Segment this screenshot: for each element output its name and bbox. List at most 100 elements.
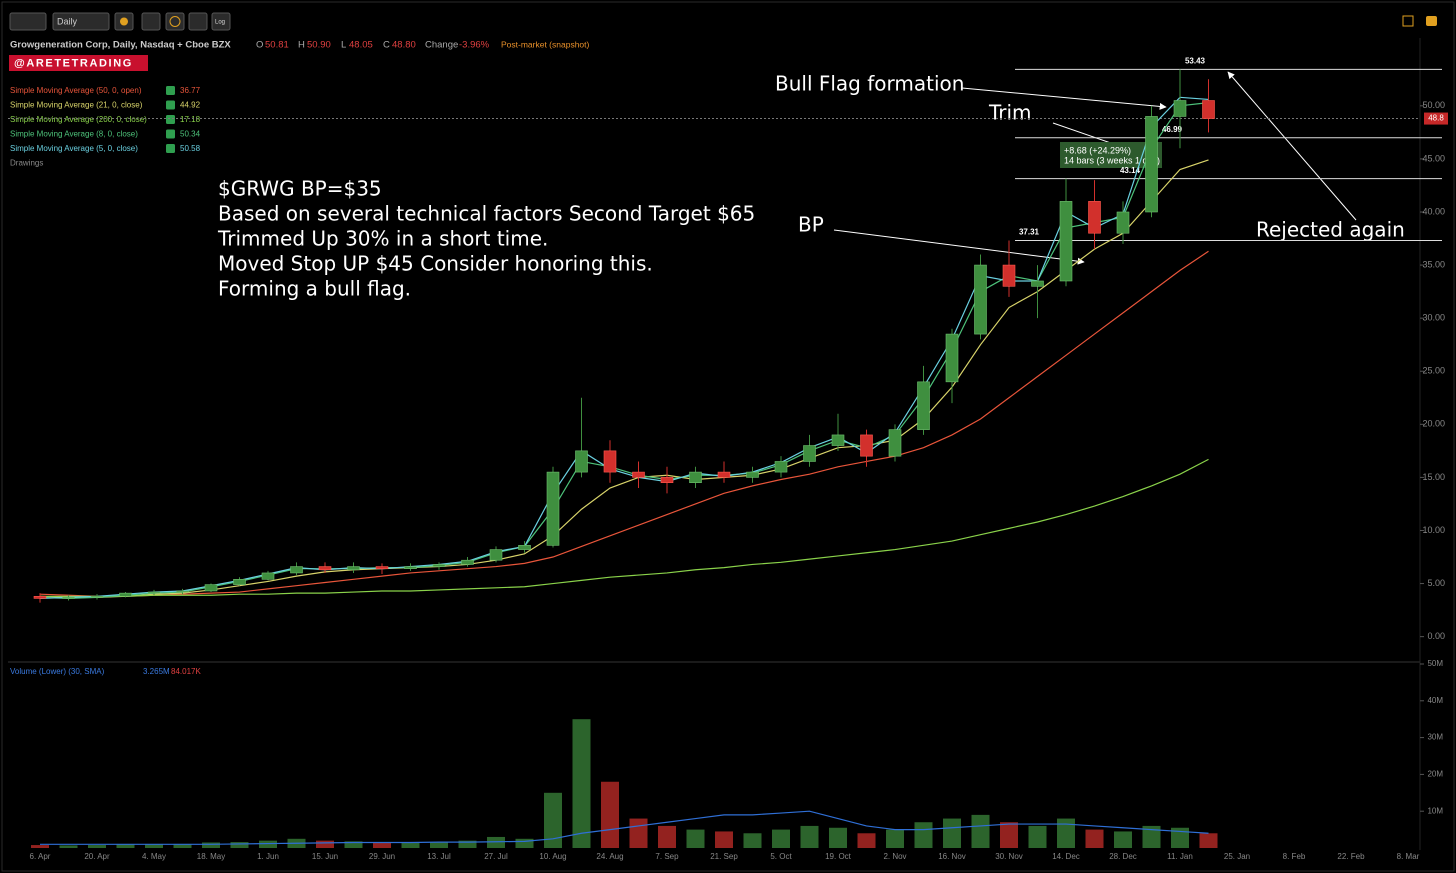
- o-value: 50.81: [265, 40, 289, 51]
- fullscreen-button[interactable]: [1402, 15, 1414, 27]
- candle-body: [917, 381, 930, 430]
- legend-badge: [166, 144, 175, 153]
- volume-bar: [1000, 822, 1018, 848]
- x-tick-label: 29. Jun: [369, 852, 395, 861]
- candle-body: [90, 596, 104, 598]
- x-tick-label: 18. May: [197, 852, 225, 861]
- y-tick-label: 40.00: [1422, 206, 1445, 216]
- legend-entry: Simple Moving Average (50, 0, open): [10, 86, 142, 95]
- x-tick-label: 15. Jun: [312, 852, 338, 861]
- y-tick-label: 10.00: [1422, 525, 1445, 535]
- y-tick-label: 0.00: [1427, 631, 1445, 641]
- rejected-label: Rejected again: [1256, 218, 1405, 242]
- volume-bar: [971, 814, 990, 848]
- interval: Daily: [57, 16, 78, 26]
- trim-label: Trim: [988, 101, 1032, 125]
- volume-tick-label: 40M: [1427, 696, 1443, 705]
- y-tick-label: 35.00: [1422, 259, 1445, 269]
- l-label: L: [341, 40, 346, 51]
- x-tick-label: 1. Jun: [257, 852, 279, 861]
- level-label: 46.99: [1162, 125, 1183, 134]
- legend-entry: Simple Moving Average (5, 0, close): [10, 144, 138, 153]
- y-tick-label: 5.00: [1427, 578, 1445, 588]
- legend-entry: Simple Moving Average (200, 0, close): [10, 115, 147, 124]
- volume-bar: [487, 836, 505, 848]
- volume-bar: [316, 840, 334, 848]
- note-line: Forming a bull flag.: [218, 277, 411, 301]
- volume-bar: [116, 844, 135, 848]
- note-line: Trimmed Up 30% in a short time.: [217, 227, 548, 251]
- sma-line: [40, 458, 1209, 597]
- x-tick-label: 19. Oct: [825, 852, 852, 861]
- legend-readout: 44.92: [180, 101, 201, 110]
- volume-bar: [1028, 825, 1047, 848]
- header: Growgeneration Corp, Daily, Nasdaq + Cbo…: [10, 39, 590, 50]
- volume-bar: [59, 845, 78, 848]
- chart-type-button[interactable]: [9, 12, 47, 31]
- candle-body: [404, 566, 417, 569]
- h-value: 50.90: [307, 40, 331, 51]
- measure-bars: 14 bars (3 weeks 1 day): [1064, 155, 1160, 165]
- candle-body: [831, 434, 845, 446]
- interval-button[interactable]: [52, 12, 110, 31]
- x-tick-label: 11. Jan: [1167, 852, 1193, 861]
- volume-bar: [1171, 827, 1189, 848]
- x-tick-label: 13. Jul: [427, 852, 451, 861]
- legend-readout: 36.77: [180, 86, 201, 95]
- candle-body: [1202, 100, 1215, 119]
- legend-badge: [166, 86, 175, 95]
- candle-body: [974, 264, 987, 335]
- volume-bar: [88, 845, 106, 848]
- clock-icon: [169, 16, 181, 27]
- legend-readout: 17.18: [180, 115, 201, 124]
- note-line: Moved Stop UP $45 Consider honoring this…: [218, 252, 653, 276]
- level-label: 53.43: [1185, 57, 1206, 66]
- x-tick-label: 8. Mar: [1397, 852, 1420, 861]
- sma-line: [39, 159, 1209, 598]
- arrow: [833, 229, 1085, 265]
- candle-body: [147, 591, 161, 594]
- volume-bar: [344, 841, 363, 848]
- volume-bar: [800, 825, 819, 848]
- volume-bar: [202, 842, 220, 848]
- volume-bar: [373, 842, 391, 848]
- y-tick-label: 20.00: [1422, 419, 1445, 429]
- candle-body: [1145, 116, 1158, 213]
- log-button[interactable]: [211, 12, 231, 31]
- legend-badge: [166, 115, 175, 124]
- x-tick-label: 27. Jul: [484, 852, 508, 861]
- studies-button[interactable]: [141, 12, 161, 31]
- note-line: $GRWG BP=$35: [218, 177, 382, 201]
- settings-icon: [120, 17, 128, 26]
- measure-gain: +8.68 (+24.29%): [1064, 145, 1131, 155]
- x-tick-label: 30. Nov: [995, 852, 1023, 861]
- toolbar: Daily Log: [9, 12, 1437, 31]
- log-label: Log: [215, 20, 225, 26]
- volume-bar: [173, 843, 192, 848]
- volume-bar: [857, 833, 876, 848]
- volume-legend-v1: 3.265M: [143, 667, 170, 676]
- volume-bar: [1057, 818, 1075, 848]
- candle-body: [575, 450, 588, 473]
- y-tick-label: 15.00: [1422, 472, 1445, 482]
- candle-body: [1116, 211, 1130, 234]
- last-price-box: [1424, 112, 1448, 125]
- volume-bar: [829, 827, 847, 848]
- candle-body: [176, 590, 189, 593]
- session: Post-market (snapshot): [501, 39, 590, 49]
- time-button[interactable]: [165, 12, 185, 31]
- volume-bar: [686, 829, 705, 848]
- draw-button[interactable]: [188, 12, 208, 31]
- volume-bar: [658, 825, 676, 848]
- x-tick-label: 5. Oct: [770, 852, 792, 861]
- volume-bar: [401, 842, 420, 848]
- y-tick-label: 25.00: [1422, 366, 1445, 376]
- snapshot-button[interactable]: [1426, 16, 1437, 26]
- legend-entry: Simple Moving Average (21, 0, close): [10, 101, 143, 110]
- x-tick-label: 16. Nov: [938, 852, 966, 861]
- candle-body: [518, 545, 531, 550]
- x-tick-label: 2. Nov: [883, 852, 906, 861]
- badge: @ARETETRADING: [14, 57, 133, 69]
